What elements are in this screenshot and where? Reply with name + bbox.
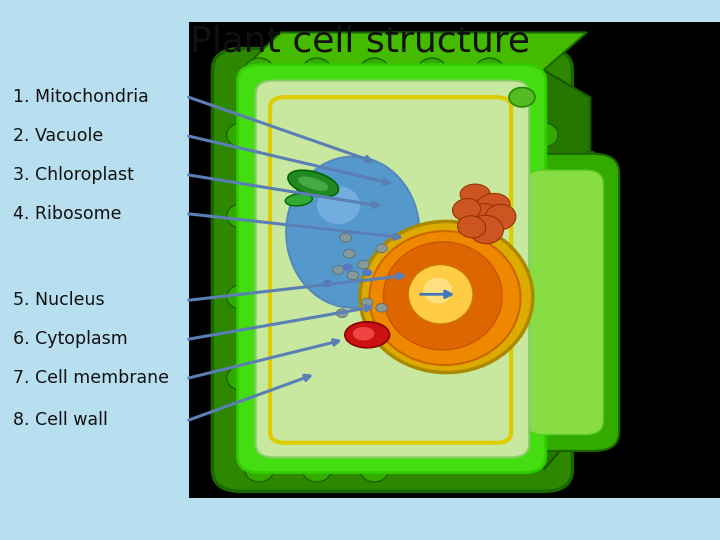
FancyBboxPatch shape: [256, 80, 529, 457]
Circle shape: [343, 249, 355, 258]
Bar: [189, 22, 720, 498]
Ellipse shape: [369, 231, 521, 365]
Ellipse shape: [345, 322, 390, 348]
Ellipse shape: [582, 151, 599, 173]
Ellipse shape: [464, 204, 500, 231]
Ellipse shape: [460, 184, 490, 205]
Text: 3. Chloroplast: 3. Chloroplast: [13, 166, 134, 184]
Text: 1. Mitochondria: 1. Mitochondria: [13, 88, 149, 106]
Ellipse shape: [227, 123, 256, 147]
Circle shape: [509, 87, 535, 107]
Text: 5. Nucleus: 5. Nucleus: [13, 291, 104, 309]
Ellipse shape: [418, 58, 446, 82]
Ellipse shape: [529, 339, 558, 363]
Ellipse shape: [302, 457, 331, 482]
Circle shape: [358, 260, 369, 269]
Ellipse shape: [227, 285, 256, 309]
Circle shape: [376, 303, 387, 312]
Ellipse shape: [360, 221, 533, 373]
Ellipse shape: [469, 215, 503, 244]
Text: 6. Cytoplasm: 6. Cytoplasm: [13, 330, 127, 348]
Ellipse shape: [227, 204, 256, 228]
FancyBboxPatch shape: [526, 170, 603, 435]
Ellipse shape: [423, 278, 452, 303]
Ellipse shape: [227, 366, 256, 390]
FancyBboxPatch shape: [238, 65, 546, 472]
Text: 2. Vacuole: 2. Vacuole: [13, 127, 103, 145]
Ellipse shape: [360, 58, 389, 82]
Ellipse shape: [485, 204, 516, 230]
Ellipse shape: [360, 457, 389, 482]
Circle shape: [340, 233, 351, 242]
Circle shape: [333, 266, 344, 274]
Ellipse shape: [477, 193, 510, 217]
Ellipse shape: [582, 340, 599, 362]
Ellipse shape: [453, 199, 480, 220]
Ellipse shape: [458, 216, 485, 238]
Ellipse shape: [288, 170, 338, 197]
Circle shape: [323, 280, 333, 287]
Ellipse shape: [317, 186, 360, 224]
Ellipse shape: [245, 58, 274, 82]
FancyBboxPatch shape: [212, 49, 572, 491]
Circle shape: [347, 271, 359, 280]
Ellipse shape: [302, 58, 331, 82]
Ellipse shape: [529, 231, 558, 255]
Polygon shape: [241, 32, 587, 70]
Polygon shape: [544, 70, 590, 470]
Ellipse shape: [383, 242, 503, 350]
Ellipse shape: [287, 157, 419, 308]
Ellipse shape: [408, 265, 473, 324]
Ellipse shape: [245, 457, 274, 482]
Ellipse shape: [582, 259, 599, 281]
Text: 8. Cell wall: 8. Cell wall: [13, 411, 108, 429]
Text: Plant cell structure: Plant cell structure: [190, 24, 530, 58]
Ellipse shape: [475, 58, 504, 82]
Ellipse shape: [529, 123, 558, 147]
Text: 4. Ribosome: 4. Ribosome: [13, 205, 122, 223]
Circle shape: [362, 269, 372, 276]
Circle shape: [361, 298, 373, 307]
Circle shape: [343, 264, 353, 271]
FancyBboxPatch shape: [508, 154, 619, 451]
Ellipse shape: [285, 194, 312, 206]
Text: 7. Cell membrane: 7. Cell membrane: [13, 369, 169, 387]
Circle shape: [376, 244, 387, 253]
Ellipse shape: [298, 177, 328, 191]
Ellipse shape: [353, 327, 374, 341]
Circle shape: [336, 309, 348, 318]
